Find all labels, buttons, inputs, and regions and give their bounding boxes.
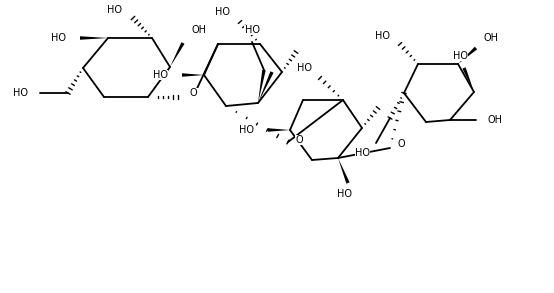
Polygon shape [182, 73, 204, 77]
Text: HO: HO [13, 88, 28, 98]
Text: O: O [295, 135, 302, 145]
Text: HO: HO [51, 33, 66, 43]
Text: HO: HO [107, 5, 122, 15]
Polygon shape [80, 36, 108, 40]
Text: HO: HO [336, 189, 351, 199]
Text: HO: HO [153, 70, 168, 80]
Polygon shape [458, 47, 477, 64]
Polygon shape [170, 42, 184, 67]
Text: O: O [398, 139, 406, 149]
Polygon shape [463, 67, 474, 92]
Polygon shape [258, 71, 274, 103]
Text: HO: HO [453, 51, 468, 61]
Text: O: O [190, 88, 198, 98]
Text: HO: HO [239, 125, 254, 135]
Polygon shape [338, 158, 350, 184]
Text: HO: HO [355, 148, 370, 158]
Polygon shape [258, 70, 266, 103]
Polygon shape [268, 128, 290, 132]
Text: HO: HO [244, 25, 259, 35]
Text: OH: OH [488, 115, 503, 125]
Text: OH: OH [484, 33, 499, 43]
Text: HO: HO [297, 63, 312, 73]
Text: OH: OH [192, 25, 207, 35]
Text: HO: HO [375, 31, 390, 41]
Text: HO: HO [215, 7, 230, 17]
